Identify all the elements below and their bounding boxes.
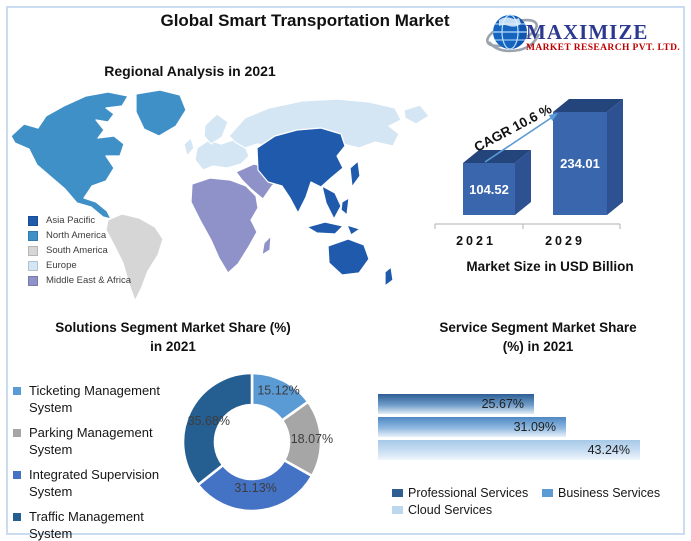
donut-slice (181, 371, 254, 487)
bar-2021: 104.52 (463, 150, 531, 215)
legend-label: North America (46, 230, 107, 241)
region-philippines (340, 197, 350, 216)
bar-2029: 234.01 (553, 99, 623, 215)
legend-swatch (392, 505, 403, 514)
globe-icon (486, 14, 541, 53)
legend-swatch (28, 275, 38, 286)
legend-label: Professional Services (408, 485, 529, 500)
legend-swatch (28, 230, 38, 241)
region-new-guinea (346, 224, 361, 236)
solutions-legend-item: Traffic Management System (13, 508, 188, 541)
services-legend: Professional Services Business Services Cl… (392, 484, 691, 518)
solutions-heading: Solutions Segment Market Share (%) in 20… (17, 318, 329, 356)
region-africa (190, 177, 259, 274)
map-legend-item: Middle East & Africa (28, 273, 131, 288)
legend-swatch (13, 387, 21, 395)
region-australia (327, 238, 370, 276)
year-label-2029: 2029 (545, 234, 585, 248)
region-europe (194, 139, 250, 171)
legend-swatch (28, 260, 38, 271)
regional-heading: Regional Analysis in 2021 (104, 63, 276, 79)
donut-value-label: 18.07% (291, 432, 333, 446)
axis-title: Market Size in USD Billion (466, 259, 633, 274)
solutions-legend-item: Integrated Supervision System (13, 466, 188, 500)
legend-label: Middle East & Africa (46, 275, 132, 286)
cagr-arrow-head (548, 113, 558, 121)
services-heading-line1: Service Segment Market Share (439, 320, 637, 335)
solutions-heading-line2: in 2021 (150, 339, 196, 354)
region-russia-east (403, 104, 430, 125)
services-legend-item: Business Services (542, 484, 691, 501)
region-indonesia (306, 221, 344, 235)
solutions-legend: Ticketing Management System Parking Manage… (13, 382, 188, 541)
solutions-legend-item: Parking Management System (13, 424, 188, 458)
solutions-donut-chart: 15.12% 18.07% 31.13% 35.68% (181, 371, 333, 513)
solutions-legend-item: Ticketing Management System (13, 382, 188, 416)
brand-subtitle: MARKET RESEARCH PVT. LTD. (526, 43, 681, 53)
map-legend-item: South America (28, 243, 131, 258)
services-heading-line2: (%) in 2021 (502, 339, 574, 354)
legend-swatch (13, 471, 21, 479)
region-north-america (10, 91, 129, 220)
company-logo: MAXIMIZE MARKET RESEARCH PVT. LTD. (485, 6, 681, 64)
map-legend: Asia Pacific North America South America Eu… (28, 213, 131, 288)
region-south-america (105, 213, 164, 302)
legend-label: Asia Pacific (46, 215, 96, 226)
legend-label: Ticketing Management System (29, 383, 161, 415)
cagr-label: CAGR 10.6 % (472, 101, 555, 154)
bar-value-label: 43.24% (587, 443, 630, 457)
services-legend-item: Professional Services (392, 484, 542, 501)
region-new-zealand (384, 266, 394, 287)
bar-value-label: 31.09% (513, 420, 556, 434)
region-scandinavia (203, 113, 229, 145)
x-axis (434, 223, 621, 229)
solutions-heading-line1: Solutions Segment Market Share (%) (55, 320, 291, 335)
world-map (10, 89, 430, 302)
map-legend-item: North America (28, 228, 131, 243)
donut-value-label: 35.68% (188, 414, 230, 428)
region-greenland (135, 89, 187, 137)
legend-label: Parking Management System (29, 425, 153, 457)
service-bar: 25.67% (378, 394, 534, 414)
market-size-chart: 104.52 234.01 2021 2029 Market Size in U… (434, 99, 634, 274)
donut-value-label: 15.12% (257, 383, 299, 397)
donut-slice (196, 458, 314, 513)
bar-value-label: 25.67% (481, 397, 524, 411)
cagr-arrow (484, 115, 555, 163)
legend-swatch (28, 215, 38, 226)
map-legend-item: Europe (28, 258, 131, 273)
brand-name: MAXIMIZE (526, 20, 649, 44)
legend-swatch (13, 513, 21, 521)
donut-value-label: 31.13% (234, 481, 276, 495)
region-japan (349, 160, 361, 188)
legend-swatch (542, 488, 553, 497)
map-legend-item: Asia Pacific (28, 213, 131, 228)
legend-label: Business Services (558, 485, 661, 500)
service-bar: 31.09% (378, 417, 566, 437)
world-map-section: Asia Pacific North America South America Eu… (8, 86, 446, 310)
region-madagascar (261, 235, 272, 256)
legend-label: Europe (46, 260, 77, 271)
legend-swatch (28, 245, 38, 256)
legend-swatch (392, 488, 403, 497)
region-se-asia (321, 185, 342, 220)
services-bar-chart: 25.67% 31.09% 43.24% (378, 394, 646, 463)
page-title: Global Smart Transportation Market (160, 11, 450, 30)
bar-value-2021: 104.52 (469, 182, 509, 197)
legend-label: Cloud Services (408, 502, 493, 517)
service-bar: 43.24% (378, 440, 640, 460)
bar-value-2029: 234.01 (560, 156, 600, 171)
legend-label: Integrated Supervision System (29, 467, 160, 499)
services-legend-item: Cloud Services (392, 501, 542, 518)
legend-label: Traffic Management System (29, 509, 144, 541)
region-asia (256, 127, 346, 214)
services-heading: Service Segment Market Share (%) in 2021 (392, 318, 684, 356)
year-label-2021: 2021 (456, 234, 496, 248)
region-uk (183, 137, 195, 157)
legend-swatch (13, 429, 21, 437)
legend-label: South America (46, 245, 108, 256)
